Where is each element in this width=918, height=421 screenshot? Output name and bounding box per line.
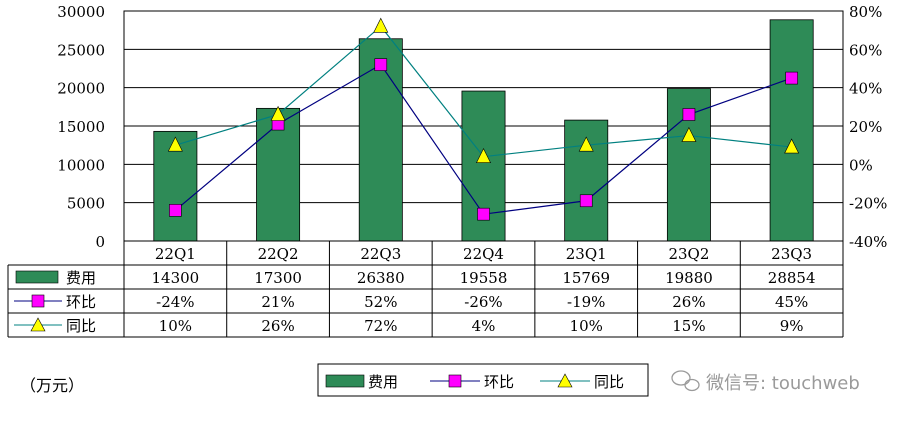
- y-right-tick-label: 40%: [849, 80, 882, 98]
- row-key-bar: [15, 270, 59, 284]
- legend-marker-qoq: [448, 374, 462, 388]
- row-series-name: 环比: [66, 293, 96, 311]
- x-tick-label: 23Q3: [771, 245, 812, 263]
- bar: [256, 107, 301, 242]
- point-marker: [476, 147, 491, 163]
- series-lines: [167, 17, 800, 221]
- point-marker: [167, 136, 183, 152]
- x-tick-label: 22Q1: [155, 245, 196, 263]
- legend-label-expense: 费用: [368, 373, 398, 391]
- x-tick-label: 23Q1: [566, 245, 607, 263]
- point-marker: [374, 58, 388, 71]
- table-cell-value: 10%: [159, 317, 192, 335]
- axes: 0 -40% 5000 -20% 10000 0% 15000 20% 20000 40% 2500…: [57, 3, 887, 251]
- table-cell-value: 26380: [357, 269, 405, 287]
- y-left-tick-label: 15000: [57, 118, 105, 136]
- table-cell-value: -26%: [464, 293, 502, 311]
- point-marker: [579, 194, 593, 208]
- legend: 费用 环比 同比: [317, 363, 649, 397]
- table-cell-value: -19%: [567, 293, 605, 311]
- y-right-tick-label: 0%: [849, 156, 873, 174]
- table-cell-value: 21%: [261, 293, 294, 311]
- table-cell-value: 19558: [460, 269, 508, 287]
- legend-marker-yoy: [557, 373, 573, 388]
- table-cell-value: 17300: [254, 269, 302, 287]
- legend-label-qoq: 环比: [484, 373, 514, 391]
- legend-label-yoy: 同比: [594, 373, 624, 391]
- bar: [769, 19, 814, 242]
- table-cell-value: 45%: [775, 293, 808, 311]
- table-cell-value: 15769: [562, 269, 610, 287]
- point-marker: [477, 207, 490, 221]
- table-cell-value: 52%: [364, 293, 397, 311]
- row-series-name: 同比: [66, 317, 96, 335]
- point-marker: [578, 136, 594, 152]
- y-left-tick-label: 30000: [57, 3, 105, 21]
- table-cell-value: 10%: [570, 317, 603, 335]
- data-table: 22Q1 22Q2 22Q3 22Q4 23Q1 23Q2 23Q3 费用 14300 17300…: [7, 241, 844, 338]
- table-cell-value: 19880: [665, 269, 713, 287]
- x-tick-label: 22Q3: [360, 245, 401, 263]
- point-marker: [785, 71, 798, 85]
- table-cell-value: 72%: [364, 317, 397, 335]
- point-marker: [169, 204, 182, 217]
- bars: [153, 19, 814, 242]
- row-series-name: 费用: [66, 269, 96, 287]
- table-cell-value: 4%: [472, 317, 496, 335]
- y-right-tick-label: 60%: [849, 41, 882, 59]
- row-key-marker: [31, 294, 45, 308]
- x-tick-label: 22Q2: [258, 245, 299, 263]
- row-key-marker: [30, 317, 46, 332]
- table-cell-value: 14300: [151, 269, 199, 287]
- table-cell-value: 26%: [261, 317, 294, 335]
- watermark: 微信号: touchweb: [671, 370, 860, 394]
- y-left-tick-label: 25000: [57, 41, 105, 59]
- table-cell-value: 28854: [768, 269, 816, 287]
- y-right-tick-label: -40%: [849, 233, 887, 251]
- table-cell-value: 15%: [672, 317, 705, 335]
- y-left-tick-label: 5000: [67, 195, 105, 213]
- table-cell-value: -24%: [156, 293, 194, 311]
- table-cell-value: 26%: [672, 293, 705, 311]
- watermark-text: 微信号: touchweb: [706, 373, 860, 394]
- point-marker: [681, 126, 697, 142]
- legend-swatch-expense: [325, 374, 365, 388]
- table-cell-value: 9%: [780, 317, 804, 335]
- wechat-icon: [671, 370, 700, 392]
- x-tick-label: 23Q2: [668, 245, 709, 263]
- y-left-tick-label: 10000: [57, 156, 105, 174]
- y-right-tick-label: -20%: [849, 195, 887, 213]
- y-left-tick-label: 20000: [57, 80, 105, 98]
- x-tick-label: 22Q4: [463, 245, 504, 263]
- y-right-tick-label: 80%: [849, 3, 882, 21]
- point-marker: [682, 108, 696, 121]
- y-right-tick-label: 20%: [849, 118, 882, 136]
- point-marker: [784, 138, 800, 154]
- unit-label: （万元）: [20, 376, 84, 395]
- point-marker: [270, 105, 286, 121]
- plot-area-border: [123, 10, 844, 242]
- y-left-tick-label: 0: [95, 233, 105, 251]
- point-marker: [373, 17, 389, 33]
